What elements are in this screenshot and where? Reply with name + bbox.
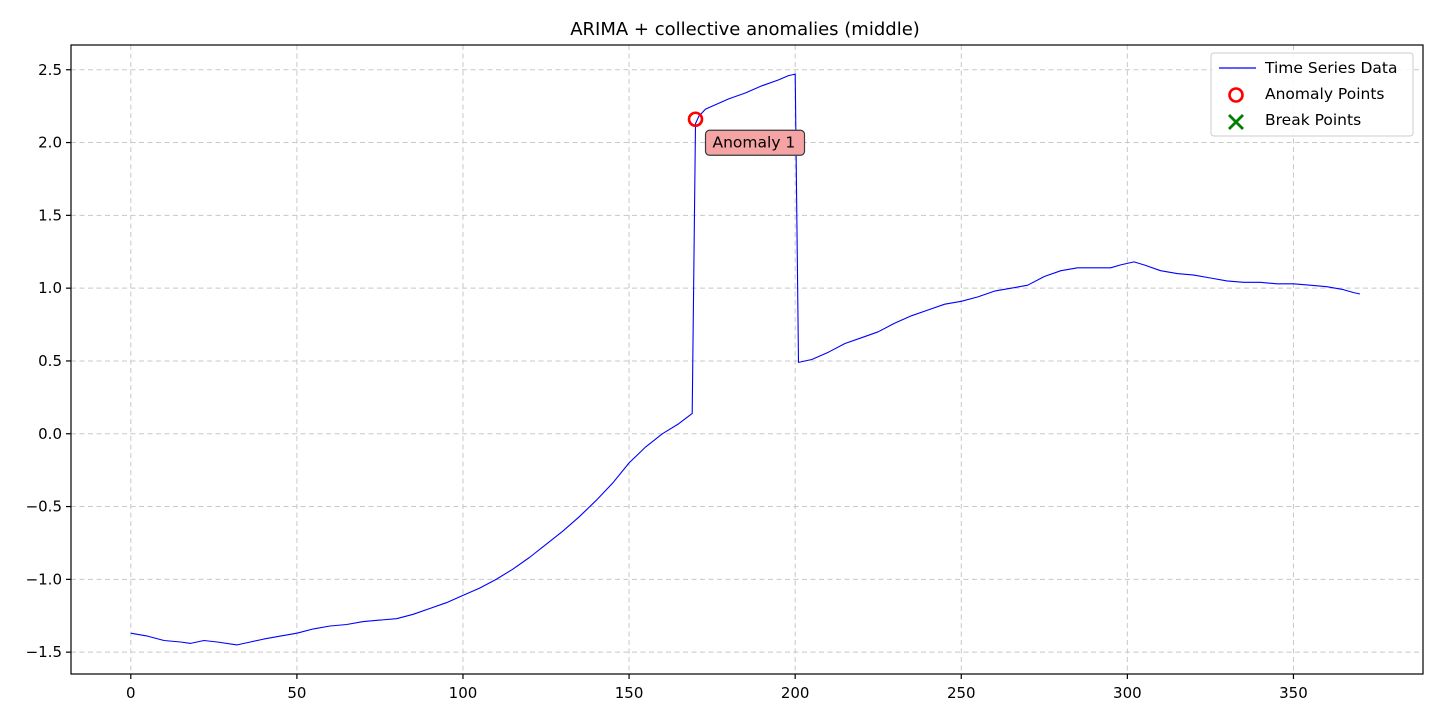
y-tick-label: 2.0 [38,134,62,152]
y-tick-label: −1.5 [26,643,62,661]
y-tick-label: 1.0 [38,279,62,297]
x-tick-label: 100 [449,684,478,702]
chart-title: ARIMA + collective anomalies (middle) [570,19,920,40]
annotation-box [704,129,806,156]
anomaly-point [687,111,704,128]
x-tick-label: 300 [1113,684,1142,702]
annotation-label: Anomaly 1 [713,133,796,151]
legend-label: Time Series Data [1264,59,1397,77]
x-tick-label: 200 [781,684,810,702]
legend-label: Anomaly Points [1265,85,1384,103]
y-tick-label: 1.5 [38,206,62,224]
axis-ticks: 0 50 100 150 200 250 300 350 −1.5 −1.0 −0.5 0.0 0.5 1… [26,61,1308,702]
x-tick-label: 0 [126,684,136,702]
plot-area [130,73,1361,646]
y-tick-label: 0.0 [38,425,62,443]
annotations: Anomaly 1 [704,129,806,156]
x-tick-label: 350 [1279,684,1308,702]
x-tick-label: 150 [615,684,644,702]
x-tick-label: 250 [947,684,976,702]
legend-break-swatch [1228,114,1244,130]
series-line [130,73,1361,646]
y-tick-label: 2.5 [38,61,62,79]
legend-frame [1210,52,1414,137]
y-tick-label: 0.5 [38,352,62,370]
y-tick-label: −1.0 [26,570,62,588]
legend-anomaly-swatch [1228,87,1244,103]
axes-frame [70,44,1424,675]
legend-label: Break Points [1265,111,1361,129]
y-tick-label: −0.5 [26,498,62,516]
legend: Time Series Data Anomaly Points Break Poin… [1210,52,1414,137]
x-tick-label: 50 [287,684,306,702]
